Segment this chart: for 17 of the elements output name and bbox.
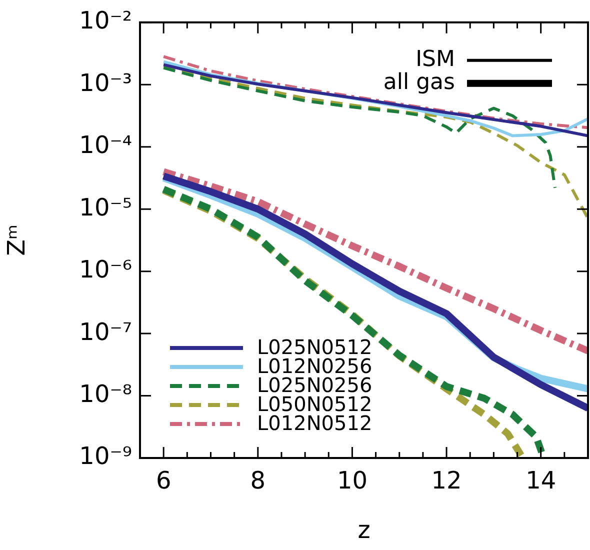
annotation: ISM <box>416 47 455 72</box>
y-tick-label: 10⁻⁵ <box>79 193 132 222</box>
y-tick-label: 10⁻⁶ <box>79 256 132 284</box>
x-tick-label: 12 <box>431 466 462 495</box>
x-tick-label: 10 <box>336 466 368 495</box>
x-tick-label: 14 <box>526 466 556 495</box>
y-axis-title: Zᵐ <box>2 224 31 256</box>
x-tick-label: 8 <box>250 466 266 495</box>
y-tick-label: 10⁻³ <box>79 68 132 97</box>
y-tick-label: 10⁻⁷ <box>79 318 132 346</box>
y-tick-label: 10⁻⁴ <box>79 131 132 160</box>
y-tick-label: 10⁻² <box>79 6 132 35</box>
y-tick-label: 10⁻⁹ <box>79 442 132 470</box>
x-axis-title: z <box>358 516 370 544</box>
y-tick-label: 10⁻⁸ <box>79 380 132 408</box>
x-tick-label: 6 <box>156 466 172 495</box>
annotation: all gas <box>383 70 455 96</box>
